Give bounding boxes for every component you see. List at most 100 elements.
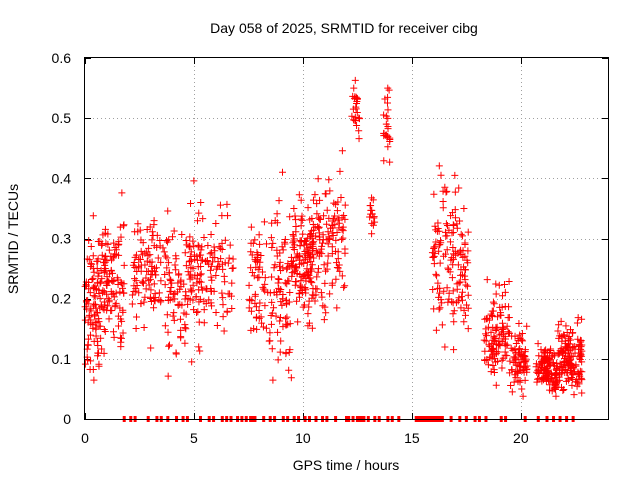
data-point <box>141 293 149 301</box>
data-point <box>443 232 451 240</box>
data-point <box>261 280 269 288</box>
data-point <box>566 352 574 360</box>
data-point <box>164 328 172 336</box>
data-point <box>255 306 263 314</box>
data-point <box>493 325 501 333</box>
data-point <box>84 297 92 305</box>
data-point <box>224 290 232 298</box>
data-point <box>163 311 171 319</box>
data-point <box>555 350 563 358</box>
data-point <box>195 318 203 326</box>
data-point <box>192 293 200 301</box>
data-point <box>86 366 94 374</box>
data-point <box>283 313 291 321</box>
data-point <box>441 183 449 191</box>
data-point <box>114 280 122 288</box>
y-tick-label: 0.1 <box>52 351 72 367</box>
data-point <box>458 271 466 279</box>
data-point <box>161 270 169 278</box>
data-point <box>174 279 182 287</box>
data-point <box>340 211 348 219</box>
data-point <box>120 289 128 297</box>
data-point <box>311 297 319 305</box>
data-point <box>302 240 310 248</box>
data-point <box>283 265 291 273</box>
data-point <box>202 300 210 308</box>
data-point <box>572 362 580 370</box>
data-point <box>109 277 117 285</box>
data-point <box>348 112 356 120</box>
data-point <box>194 308 202 316</box>
data-point <box>189 237 197 245</box>
data-point <box>118 280 126 288</box>
data-point <box>542 365 550 373</box>
data-point <box>461 311 469 319</box>
data-point <box>438 299 446 307</box>
data-point <box>105 296 113 304</box>
data-point <box>497 330 505 338</box>
data-point <box>320 212 328 220</box>
data-point <box>154 254 162 262</box>
data-point <box>462 266 470 274</box>
data-point <box>554 327 562 335</box>
data-point <box>511 332 519 340</box>
data-point <box>114 312 122 320</box>
data-point <box>565 332 573 340</box>
data-point <box>436 304 444 312</box>
data-point <box>312 285 320 293</box>
data-point <box>268 219 276 227</box>
data-point <box>84 341 92 349</box>
data-point <box>316 216 324 224</box>
data-point <box>190 306 198 314</box>
data-point <box>512 367 520 375</box>
data-point <box>189 265 197 273</box>
data-point <box>146 223 154 231</box>
data-point <box>541 347 549 355</box>
data-point <box>461 276 469 284</box>
data-point <box>315 224 323 232</box>
data-point <box>314 268 322 276</box>
data-point <box>206 250 214 258</box>
data-point <box>184 300 192 308</box>
data-point <box>256 240 264 248</box>
data-point <box>116 288 124 296</box>
data-point <box>187 248 195 256</box>
data-point <box>181 339 189 347</box>
data-point <box>89 274 97 282</box>
data-point <box>262 240 270 248</box>
data-point <box>94 279 102 287</box>
data-point <box>175 270 183 278</box>
data-point <box>81 303 89 311</box>
data-point <box>355 114 363 122</box>
data-point <box>328 229 336 237</box>
data-point <box>333 304 341 312</box>
data-point <box>81 360 89 368</box>
data-point <box>133 313 141 321</box>
data-point <box>320 261 328 269</box>
data-point <box>220 327 228 335</box>
data-point <box>458 288 466 296</box>
data-point <box>501 302 509 310</box>
data-point <box>271 217 279 225</box>
data-point <box>96 294 104 302</box>
data-point <box>338 272 346 280</box>
data-point <box>267 320 275 328</box>
data-point <box>518 385 526 393</box>
data-point <box>94 352 102 360</box>
data-point <box>95 286 103 294</box>
data-point <box>87 243 95 251</box>
data-point <box>163 264 171 272</box>
data-point <box>278 243 286 251</box>
data-point <box>129 261 137 269</box>
data-point <box>217 255 225 263</box>
data-point <box>132 251 140 259</box>
data-point <box>562 322 570 330</box>
data-point <box>132 287 140 295</box>
data-point <box>261 274 269 282</box>
data-point <box>301 247 309 255</box>
data-point <box>228 305 236 313</box>
data-point <box>108 306 116 314</box>
data-point <box>300 259 308 267</box>
data-point <box>433 227 441 235</box>
data-point <box>112 299 120 307</box>
